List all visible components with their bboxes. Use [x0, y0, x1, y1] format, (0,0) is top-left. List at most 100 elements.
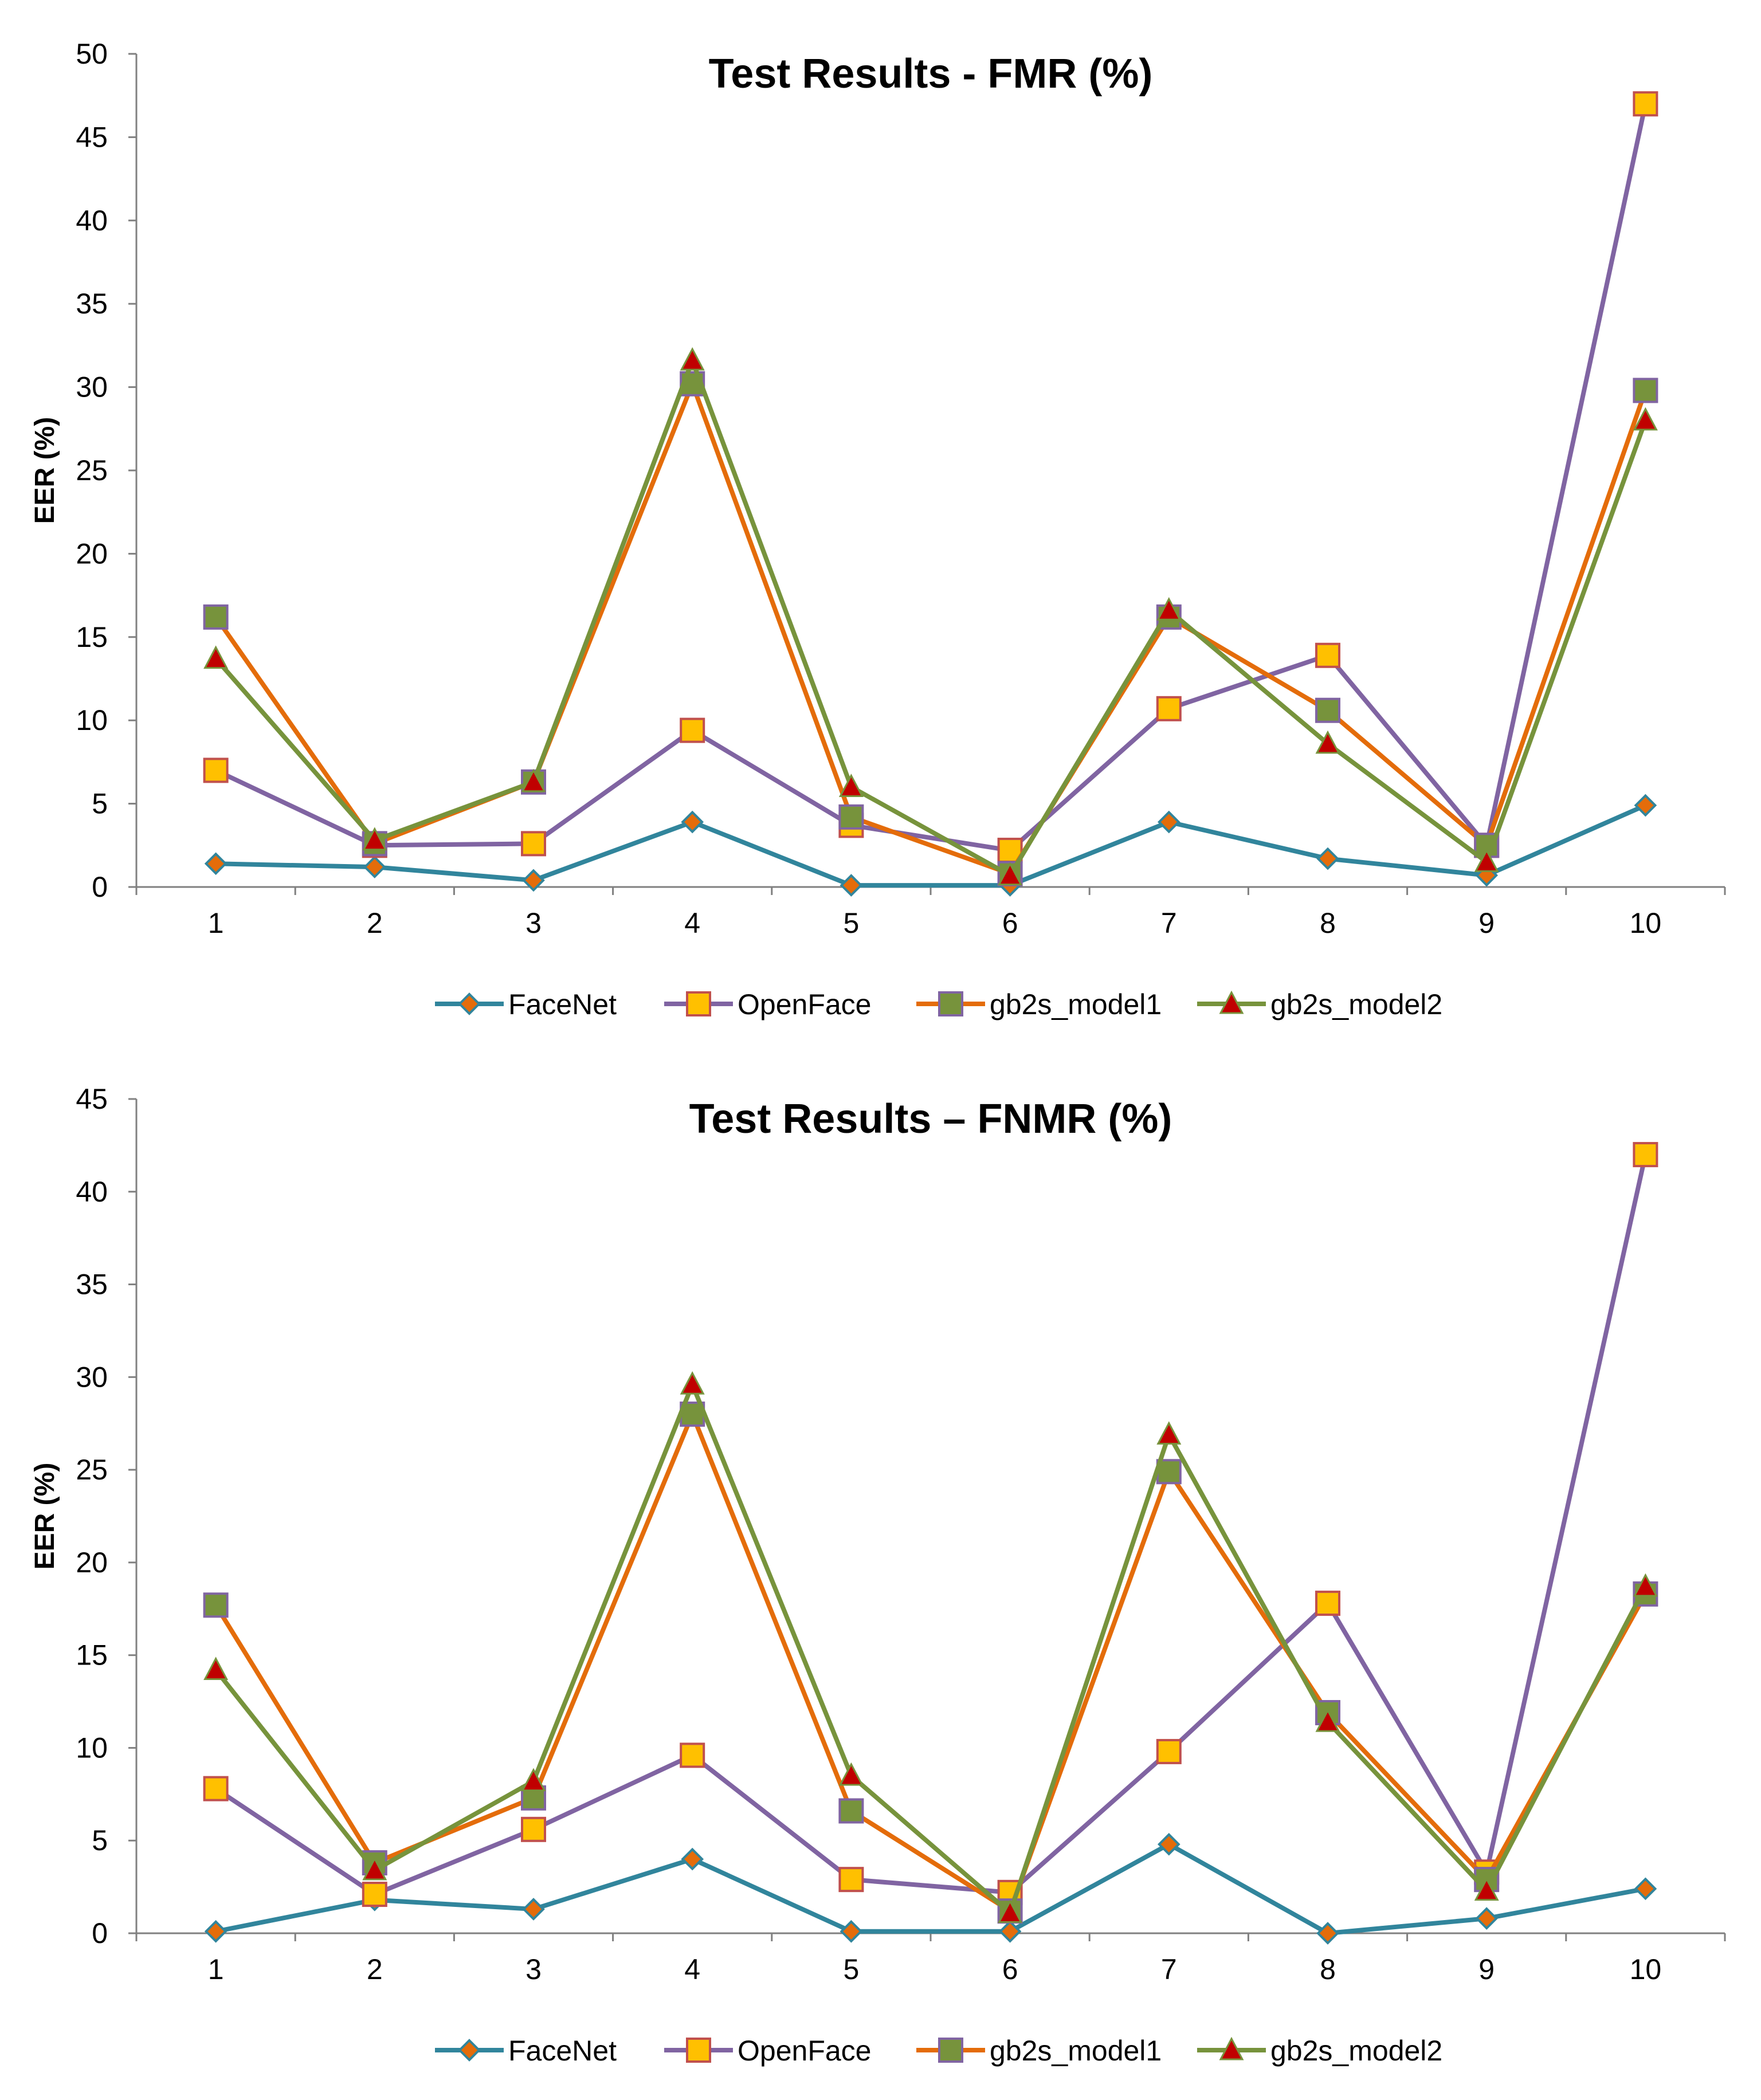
legend-label-facenet: FaceNet — [508, 2035, 617, 2067]
data-point-openface — [1156, 696, 1182, 721]
x-tick-label: 1 — [208, 907, 224, 939]
y-tick-label: 0 — [92, 871, 108, 903]
y-tick-label: 40 — [76, 205, 108, 237]
series-line-gb2s-model1 — [213, 381, 1648, 876]
data-point-openface — [203, 757, 229, 783]
data-point-openface — [1315, 1591, 1340, 1616]
x-tick-label: 5 — [843, 1953, 859, 1985]
data-point-gb2s-model2 — [521, 1768, 546, 1792]
x-tick-label: 3 — [525, 1953, 542, 1985]
y-tick-label: 10 — [76, 704, 108, 736]
x-tick-label: 7 — [1161, 907, 1177, 939]
data-point-gb2s-model2 — [1633, 1573, 1658, 1597]
series-facenet — [204, 1832, 1657, 1945]
data-point-facenet — [1157, 1832, 1180, 1856]
x-tick-label: 6 — [1002, 907, 1018, 939]
legend-marker-openface — [686, 991, 711, 1016]
legend-label-openface: OpenFace — [738, 2035, 871, 2067]
series-openface — [203, 91, 1658, 863]
data-point-openface — [1315, 642, 1340, 668]
x-tick-label: 1 — [208, 1953, 224, 1985]
series-line-openface — [213, 101, 1648, 853]
data-point-openface — [1633, 91, 1658, 117]
x-tick-label: 10 — [1630, 1953, 1662, 1985]
x-tick-label: 8 — [1320, 907, 1336, 939]
data-point-openface — [838, 1867, 864, 1893]
legend-label-gb2s-model2: gb2s_model2 — [1270, 988, 1442, 1020]
series-line-openface — [213, 1152, 1648, 1897]
legend-label-gb2s-model1: gb2s_model1 — [990, 2035, 1162, 2067]
y-tick-label: 35 — [76, 288, 108, 320]
y-tick-label: 30 — [76, 1361, 108, 1393]
data-point-gb2s-model1 — [1315, 697, 1340, 723]
y-tick-label: 15 — [76, 621, 108, 653]
data-point-gb2s-model2 — [998, 1899, 1023, 1923]
y-tick-label: 0 — [92, 1917, 108, 1949]
data-point-openface — [1156, 1738, 1182, 1764]
series-gb2s-model2 — [203, 1371, 1658, 1923]
data-point-facenet — [1316, 1922, 1339, 1945]
y-tick-label: 15 — [76, 1639, 108, 1671]
y-tick-label: 45 — [76, 121, 108, 153]
data-point-gb2s-model2 — [362, 1856, 387, 1881]
data-point-facenet — [363, 855, 386, 878]
data-point-gb2s-model2 — [1633, 407, 1658, 431]
legend-marker-gb2s-model1 — [938, 991, 963, 1016]
data-point-openface — [203, 1776, 229, 1801]
data-point-facenet — [681, 810, 704, 834]
data-point-gb2s-model1 — [1633, 378, 1658, 403]
data-point-gb2s-model1 — [838, 1798, 864, 1824]
x-tick-label: 7 — [1161, 1953, 1177, 1985]
data-point-gb2s-model2 — [203, 645, 229, 669]
data-point-openface — [1633, 1142, 1658, 1168]
x-tick-label: 9 — [1478, 1953, 1495, 1985]
series-line-facenet — [213, 803, 1648, 888]
legend-item-gb2s-model2: gb2s_model2 — [1197, 2035, 1442, 2067]
legend: FaceNet OpenFace gb2s_model1 gb2s_model2 — [435, 988, 1442, 1020]
data-point-gb2s-model2 — [998, 862, 1023, 886]
data-point-facenet — [1634, 1877, 1657, 1901]
data-point-facenet — [1316, 847, 1339, 870]
legend-label-gb2s-model1: gb2s_model1 — [990, 988, 1162, 1020]
data-point-facenet — [681, 1847, 704, 1871]
y-axis-label: EER (%) — [30, 417, 60, 524]
data-point-gb2s-model2 — [680, 347, 705, 371]
x-tick-label: 3 — [525, 907, 542, 939]
data-point-gb2s-model2 — [1156, 1421, 1182, 1445]
data-point-gb2s-model2 — [1474, 1877, 1499, 1901]
legend-marker-gb2s-model2 — [1219, 990, 1244, 1014]
data-point-gb2s-model2 — [838, 774, 864, 798]
data-point-gb2s-model1 — [203, 604, 229, 630]
y-tick-label: 20 — [76, 537, 108, 570]
data-point-facenet — [1634, 794, 1657, 817]
x-tick-label: 8 — [1320, 1953, 1336, 1985]
legend-item-gb2s-model2: gb2s_model2 — [1197, 988, 1442, 1020]
legend-marker-facenet — [458, 992, 481, 1015]
legend-label-facenet: FaceNet — [508, 988, 617, 1020]
series-line-gb2s-model2 — [213, 1382, 1648, 1915]
data-point-facenet — [204, 852, 228, 876]
legend-item-gb2s-model1: gb2s_model1 — [916, 2035, 1162, 2067]
data-point-gb2s-model2 — [1315, 730, 1340, 754]
legend-marker-openface — [686, 2038, 711, 2063]
chart-title: Test Results – FNMR (%) — [689, 1096, 1172, 1142]
y-tick-label: 25 — [76, 1454, 108, 1486]
x-tick-label: 4 — [684, 1953, 700, 1985]
y-tick-label: 5 — [92, 1824, 108, 1856]
legend-marker-facenet — [458, 2039, 481, 2062]
data-point-openface — [680, 717, 705, 743]
chart-title: Test Results - FMR (%) — [709, 51, 1153, 97]
data-point-facenet — [522, 1898, 545, 1921]
data-point-openface — [521, 1816, 546, 1842]
legend: FaceNet OpenFace gb2s_model1 gb2s_model2 — [435, 2035, 1442, 2067]
series-gb2s-model1 — [203, 371, 1658, 886]
data-point-openface — [680, 1742, 705, 1768]
data-point-openface — [521, 831, 546, 857]
y-axis-label: EER (%) — [30, 1463, 60, 1570]
data-point-facenet — [522, 869, 545, 892]
legend-marker-gb2s-model2 — [1219, 2036, 1244, 2060]
data-point-gb2s-model1 — [838, 804, 864, 830]
legend-item-openface: OpenFace — [664, 988, 871, 1020]
